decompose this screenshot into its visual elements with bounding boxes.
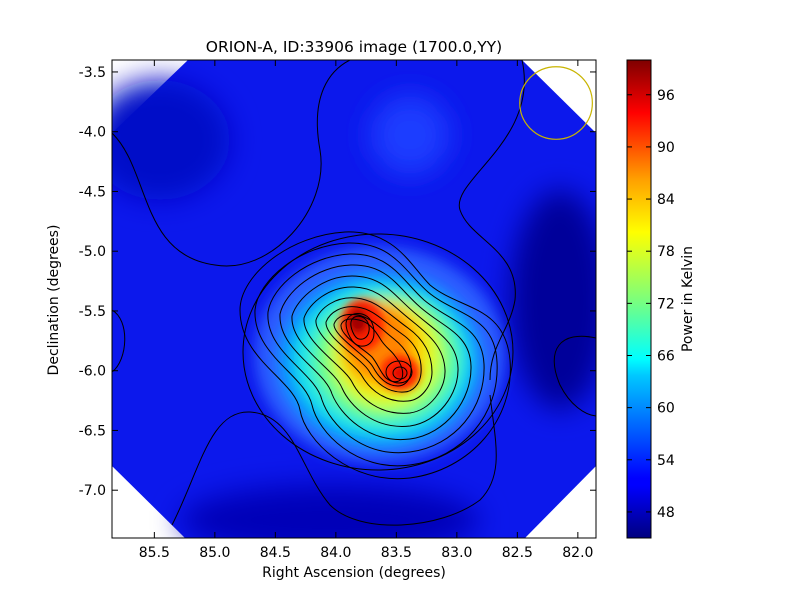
x-axis-ticks: 85.5 85.0 84.5 84.0 83.5 83.0 82.5 82.0 — [139, 60, 593, 561]
contour-line — [279, 264, 472, 441]
colorbar-tick-label: 96 — [657, 88, 675, 104]
x-tick-label: 83.0 — [441, 545, 472, 561]
x-axis-label: Right Ascension (degrees) — [262, 565, 446, 581]
contour-line — [392, 366, 408, 380]
colorbar-tick-label: 72 — [657, 296, 675, 312]
y-axis-ticks: -3.5 -4.0 -4.5 -5.0 -5.5 -6.0 -6.5 -7.0 — [79, 65, 596, 499]
x-tick-label: 84.0 — [320, 545, 351, 561]
heatmap-dark-region — [510, 190, 596, 410]
contour-line — [267, 253, 485, 454]
contour-line — [345, 313, 375, 347]
colorbar-tick-label: 54 — [657, 453, 675, 469]
y-tick-label: -7.0 — [79, 483, 106, 499]
colorbar-tick-label: 78 — [657, 244, 675, 260]
colorbar-tick-label: 48 — [657, 505, 675, 521]
chart-title: ORION-A, ID:33906 image (1700.0,YY) — [206, 38, 502, 56]
heatmap-image — [112, 60, 596, 538]
x-tick-label: 82.5 — [502, 545, 533, 561]
colorbar-tick-label: 90 — [657, 140, 675, 156]
colorbar-tick-label: 66 — [657, 348, 675, 364]
emission-peak — [394, 366, 408, 380]
contour-line — [333, 313, 412, 387]
plot-frame — [111, 59, 597, 539]
y-tick-label: -6.5 — [79, 423, 106, 439]
contour-line — [112, 60, 351, 267]
x-tick-label: 83.5 — [381, 545, 412, 561]
heatmap-light-region — [370, 95, 450, 175]
contour-line — [458, 60, 525, 381]
y-axis-label: Declination (degrees) — [46, 225, 62, 376]
contour-line — [553, 335, 596, 417]
x-tick-label: 85.5 — [139, 545, 170, 561]
x-tick-label: 84.5 — [260, 545, 291, 561]
x-tick-label: 82.0 — [562, 545, 593, 561]
contour-line — [385, 360, 413, 384]
contour-line — [291, 275, 459, 427]
colorbar-tick-label: 84 — [657, 192, 675, 208]
contour-line — [239, 231, 511, 480]
heatmap-dark-region — [112, 80, 230, 200]
y-tick-label: -4.0 — [79, 125, 106, 141]
contour-line — [303, 286, 446, 414]
contour-line — [340, 318, 404, 383]
colorbar-tick-label: 60 — [657, 401, 675, 417]
contour-lines — [112, 60, 596, 526]
y-tick-label: -5.0 — [79, 244, 106, 260]
colorbar — [626, 59, 652, 539]
contour-line — [254, 242, 498, 467]
colorbar-label: Power in Kelvin — [680, 246, 696, 352]
y-tick-label: -3.5 — [79, 65, 106, 81]
contour-line — [171, 394, 497, 526]
contour-line — [242, 233, 514, 471]
y-tick-label: -4.5 — [79, 184, 106, 200]
contour-line — [350, 315, 370, 340]
y-tick-label: -6.0 — [79, 364, 106, 380]
contour-line — [315, 297, 433, 402]
contour-line — [325, 306, 422, 393]
beam-circle — [519, 66, 593, 140]
y-tick-label: -5.5 — [79, 304, 106, 320]
x-tick-label: 85.0 — [199, 545, 230, 561]
contour-line — [112, 309, 126, 373]
colorbar-ticks: 48 54 60 66 72 78 84 90 96 — [627, 88, 675, 521]
